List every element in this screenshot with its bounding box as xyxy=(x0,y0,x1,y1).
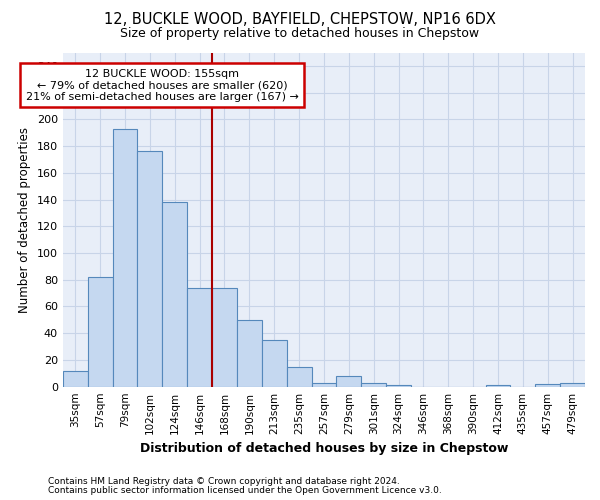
Bar xyxy=(535,384,560,386)
Bar xyxy=(137,152,163,386)
Text: Size of property relative to detached houses in Chepstow: Size of property relative to detached ho… xyxy=(121,28,479,40)
Y-axis label: Number of detached properties: Number of detached properties xyxy=(18,126,31,312)
Bar xyxy=(163,202,187,386)
Bar xyxy=(337,376,361,386)
Bar xyxy=(560,382,585,386)
Bar xyxy=(88,277,113,386)
Bar xyxy=(63,370,88,386)
Bar xyxy=(311,382,337,386)
Text: 12 BUCKLE WOOD: 155sqm
← 79% of detached houses are smaller (620)
21% of semi-de: 12 BUCKLE WOOD: 155sqm ← 79% of detached… xyxy=(26,68,299,102)
Bar xyxy=(237,320,262,386)
Bar xyxy=(187,288,212,386)
Bar xyxy=(212,288,237,386)
Bar xyxy=(361,382,386,386)
Text: Contains HM Land Registry data © Crown copyright and database right 2024.: Contains HM Land Registry data © Crown c… xyxy=(48,477,400,486)
Bar xyxy=(287,366,311,386)
Bar xyxy=(262,340,287,386)
Text: Contains public sector information licensed under the Open Government Licence v3: Contains public sector information licen… xyxy=(48,486,442,495)
Bar xyxy=(113,128,137,386)
Text: 12, BUCKLE WOOD, BAYFIELD, CHEPSTOW, NP16 6DX: 12, BUCKLE WOOD, BAYFIELD, CHEPSTOW, NP1… xyxy=(104,12,496,28)
X-axis label: Distribution of detached houses by size in Chepstow: Distribution of detached houses by size … xyxy=(140,442,508,455)
